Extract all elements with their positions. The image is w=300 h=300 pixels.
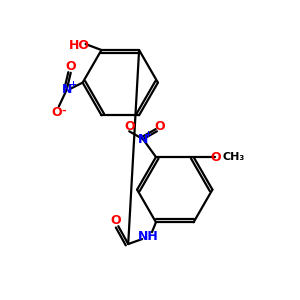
Text: +: +	[69, 80, 76, 89]
Text: O: O	[154, 120, 165, 133]
Text: NH: NH	[138, 230, 158, 243]
Text: O: O	[65, 60, 76, 73]
Text: N: N	[138, 133, 148, 146]
Text: HO: HO	[69, 39, 90, 52]
Text: O: O	[210, 151, 221, 164]
Text: N: N	[61, 83, 72, 96]
Text: CH₃: CH₃	[222, 152, 244, 162]
Text: O: O	[110, 214, 121, 227]
Text: -: -	[61, 105, 66, 116]
Text: +: +	[145, 130, 152, 139]
Text: O: O	[124, 120, 134, 133]
Text: O: O	[52, 106, 62, 119]
